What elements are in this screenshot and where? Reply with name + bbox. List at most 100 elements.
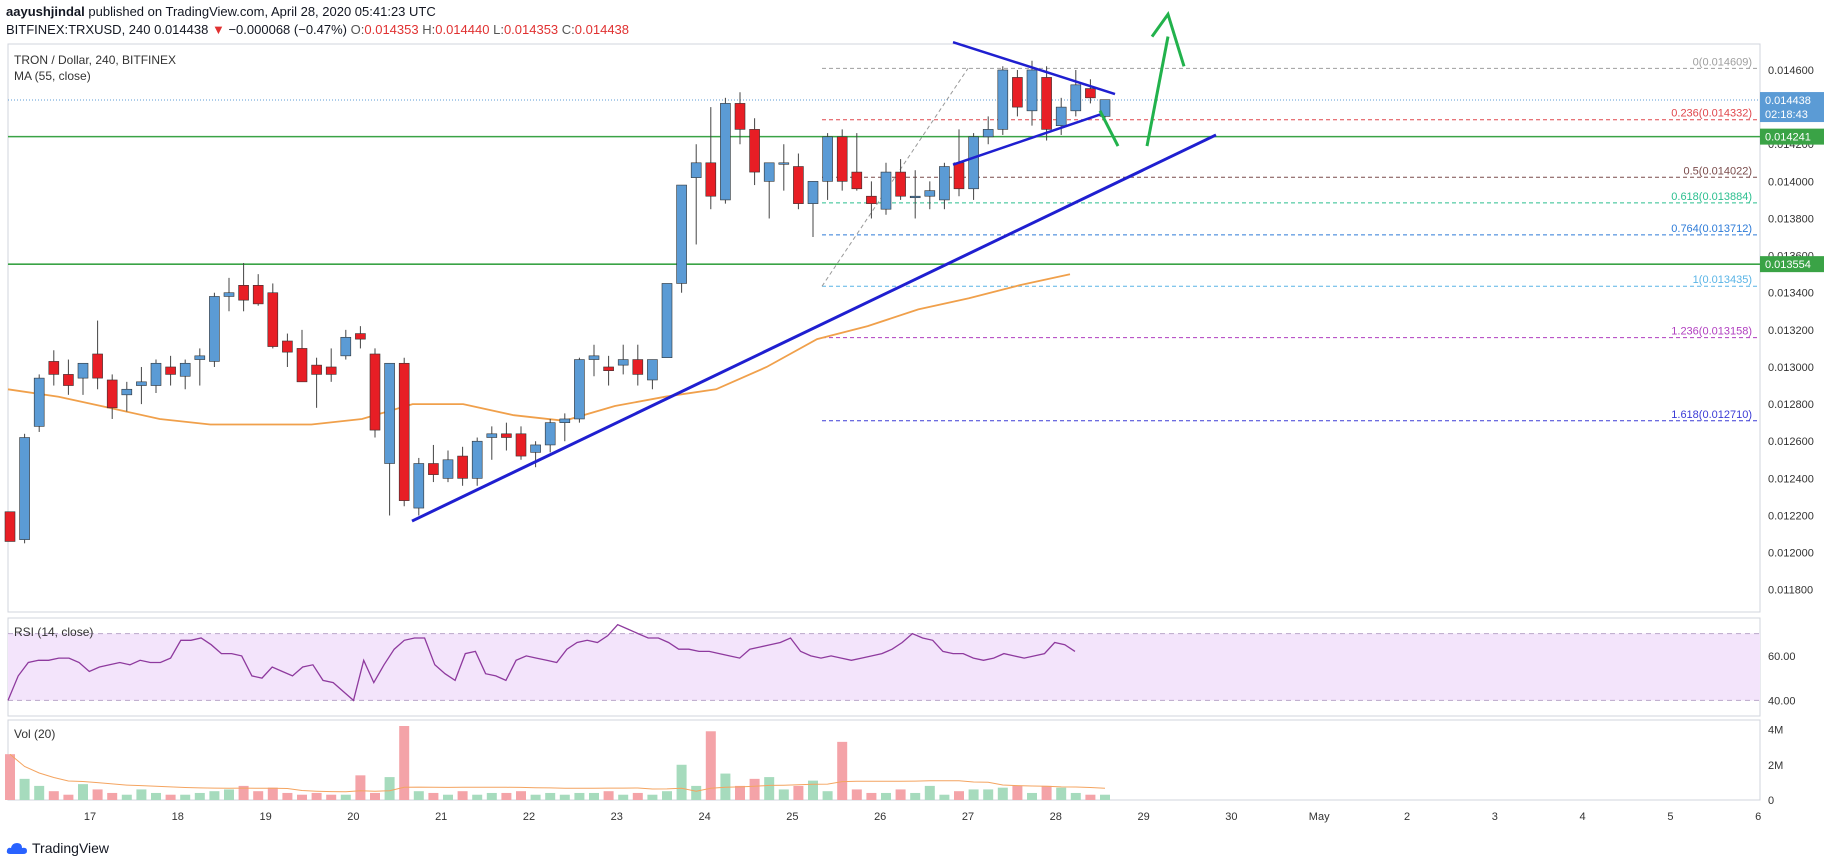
volume-bar bbox=[384, 777, 395, 800]
open-value: 0.014353 bbox=[364, 22, 419, 37]
volume-bar bbox=[866, 792, 877, 800]
candle-body bbox=[895, 171, 906, 197]
volume-bar bbox=[34, 785, 45, 800]
rsi-tick-label: 60.00 bbox=[1768, 651, 1796, 663]
volume-bar bbox=[632, 792, 643, 800]
candle-body bbox=[33, 377, 45, 427]
candle-body bbox=[647, 359, 658, 381]
candle-body bbox=[267, 292, 279, 347]
y-tick-label: 0.014600 bbox=[1768, 65, 1814, 77]
rsi-tick-label: 40.00 bbox=[1768, 695, 1796, 707]
main-pane-frame bbox=[7, 43, 1761, 613]
volume-bar bbox=[1027, 792, 1037, 800]
x-tick-label: May bbox=[1309, 811, 1330, 823]
candle-body bbox=[661, 283, 673, 358]
y-tick-label: 0.013400 bbox=[1768, 288, 1814, 300]
candle-body bbox=[282, 340, 293, 353]
candle-body bbox=[1055, 106, 1067, 126]
candle-body bbox=[807, 181, 819, 204]
tradingview-cloud-icon bbox=[6, 843, 28, 854]
tradingview-brand[interactable]: TradingView bbox=[32, 840, 110, 856]
volume-bar bbox=[209, 791, 220, 800]
volume-bar bbox=[180, 794, 191, 800]
fib-level-label: 0(0.014609) bbox=[1693, 56, 1752, 68]
candle-body bbox=[48, 361, 60, 375]
support-price-label: 0.013554 bbox=[1765, 259, 1811, 271]
candle-body bbox=[369, 353, 381, 431]
candle-body bbox=[223, 292, 235, 297]
x-tick-label: 6 bbox=[1755, 811, 1761, 823]
symbol-label: BITFINEX:TRXUSD, 240 bbox=[6, 22, 151, 37]
candle-body bbox=[92, 353, 103, 379]
change-arrow-icon: ▼ bbox=[211, 22, 225, 37]
candle-body bbox=[136, 381, 147, 386]
candle-body bbox=[778, 162, 790, 165]
candle-body bbox=[486, 433, 498, 438]
candle-body bbox=[1012, 77, 1023, 108]
volume-bar bbox=[443, 794, 453, 800]
volume-bar bbox=[282, 792, 293, 800]
candle-body bbox=[1026, 69, 1038, 112]
x-tick-label: 21 bbox=[435, 811, 447, 823]
arrow-dip-segment bbox=[1098, 110, 1120, 147]
x-tick-label: 26 bbox=[874, 811, 886, 823]
y-tick-label: 0.011800 bbox=[1768, 585, 1813, 597]
y-tick-label: 0.012800 bbox=[1768, 399, 1814, 411]
x-tick-label: 29 bbox=[1137, 811, 1149, 823]
fib-level-label: 1.618(0.012710) bbox=[1671, 409, 1752, 421]
volume-bar bbox=[5, 754, 15, 800]
arrow-rise-segment bbox=[1145, 36, 1170, 147]
triangle-upper-line bbox=[952, 40, 1116, 96]
volume-bar bbox=[559, 794, 570, 800]
fib-level-label: 1.236(0.013158) bbox=[1671, 326, 1752, 338]
volume-bar bbox=[662, 791, 672, 800]
candle-body bbox=[953, 162, 965, 190]
chart-header: aayushjindal published on TradingView.co… bbox=[6, 3, 629, 39]
y-tick-label: 0.012600 bbox=[1768, 436, 1814, 448]
volume-bar bbox=[545, 792, 556, 800]
candle-body bbox=[428, 463, 439, 475]
volume-bar bbox=[121, 794, 132, 800]
candle-body bbox=[515, 433, 527, 457]
y-tick-label: 0.013200 bbox=[1768, 325, 1814, 337]
x-tick-label: 23 bbox=[611, 811, 623, 823]
high-label: H: bbox=[422, 22, 436, 37]
y-tick-label: 0.012400 bbox=[1768, 473, 1814, 485]
candle-body bbox=[822, 136, 833, 182]
candle-body bbox=[866, 195, 877, 204]
candle-body bbox=[398, 362, 410, 501]
candle-body bbox=[763, 162, 775, 182]
volume-bar bbox=[647, 794, 658, 800]
volume-bar bbox=[399, 726, 410, 800]
fib-level-label: 0.764(0.013712) bbox=[1671, 223, 1752, 235]
volume-bar bbox=[676, 764, 687, 800]
volume-bar bbox=[881, 792, 891, 800]
candle-body bbox=[1099, 99, 1111, 117]
candle-body bbox=[194, 355, 206, 360]
volume-bar bbox=[136, 789, 147, 800]
x-tick-label: 30 bbox=[1225, 811, 1237, 823]
volume-bar bbox=[720, 773, 731, 800]
volume-bar bbox=[1070, 792, 1081, 800]
countdown-label: 02:18:43 bbox=[1765, 109, 1808, 121]
triangle-lower-line bbox=[952, 113, 1101, 166]
author-name[interactable]: aayushjindal bbox=[6, 4, 85, 19]
candle-body bbox=[968, 136, 979, 190]
volume-bar bbox=[983, 789, 994, 800]
volume-bar bbox=[910, 792, 921, 800]
volume-bar bbox=[735, 785, 745, 800]
volume-legend: Vol (20) bbox=[14, 727, 55, 741]
rsi-legend: RSI (14, close) bbox=[14, 625, 93, 639]
rsi-band bbox=[8, 633, 1760, 701]
candle-body bbox=[355, 333, 366, 340]
volume-bar bbox=[764, 777, 775, 800]
volume-bar bbox=[1012, 785, 1023, 800]
close-label: C: bbox=[561, 22, 575, 37]
candle-body bbox=[457, 455, 468, 479]
y-tick-label: 0.012200 bbox=[1768, 510, 1814, 522]
x-tick-label: 28 bbox=[1050, 811, 1062, 823]
fib-level-label: 0.5(0.014022) bbox=[1684, 165, 1753, 177]
candle-body bbox=[559, 418, 571, 423]
chart-title: TRON / Dollar, 240, BITFINEX bbox=[14, 53, 176, 67]
